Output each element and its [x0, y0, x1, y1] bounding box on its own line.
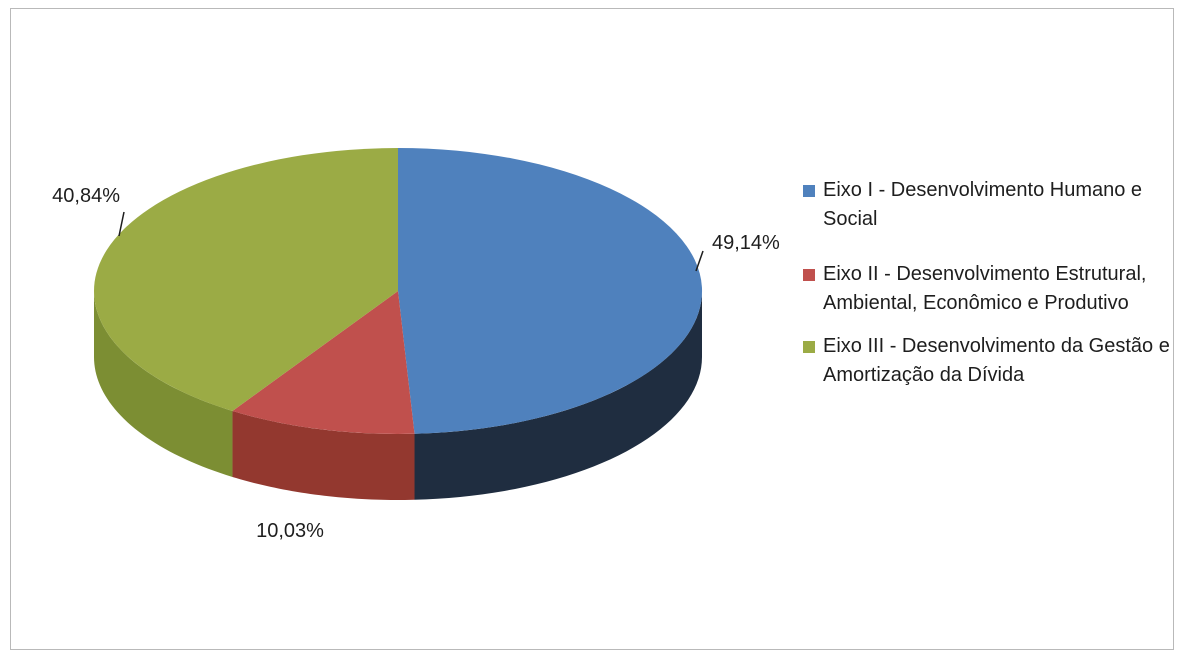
- chart-legend: Eixo I - Desenvolvimento Humano e Social…: [803, 176, 1183, 390]
- leader-line-eixo-iii-desenvolvimento-da-gestao-e-amo: [118, 211, 125, 237]
- data-label-eixo-i-desenvolvimento-humano-e-social: 49,14%: [712, 232, 780, 254]
- leader-line-eixo-i-desenvolvimento-humano-e-social: [695, 250, 704, 272]
- legend-swatch-eixo-iii: [803, 341, 815, 353]
- pie-labels: 49,14% 10,03% 40,84%: [52, 185, 780, 542]
- pie-sides: [94, 291, 702, 500]
- pie-tops: [94, 148, 703, 435]
- pie-slice-eixo-iii-desenvolvimento-da-gestao-e-amo: [94, 148, 398, 411]
- legend-swatch-eixo-i: [803, 185, 815, 197]
- data-label-eixo-ii-desenvolvimento-estrutural-ambie: 10,03%: [256, 520, 324, 542]
- legend-label-eixo-i: Eixo I - Desenvolvimento Humano e Social: [823, 179, 1143, 230]
- legend-item-eixo-i: Eixo I - Desenvolvimento Humano e Social: [803, 176, 1183, 234]
- legend-label-eixo-ii: Eixo II - Desenvolvimento Estrutural, Am…: [823, 263, 1147, 314]
- legend-item-eixo-iii: Eixo III - Desenvolvimento da Gestão e A…: [803, 332, 1183, 390]
- pie-slice-eixo-i-desenvolvimento-humano-e-social: [398, 148, 703, 434]
- legend-item-eixo-ii: Eixo II - Desenvolvimento Estrutural, Am…: [803, 260, 1183, 318]
- data-label-eixo-iii-desenvolvimento-da-gestao-e-amo: 40,84%: [52, 185, 120, 207]
- pie-side-eixo-iii-desenvolvimento-da-gestao-e-amo: [94, 291, 233, 477]
- legend-label-eixo-iii: Eixo III - Desenvolvimento da Gestão e A…: [823, 335, 1170, 386]
- legend-swatch-eixo-ii: [803, 269, 815, 281]
- pie-side-eixo-i-desenvolvimento-humano-e-social: [414, 291, 702, 500]
- pie-slice-eixo-ii-desenvolvimento-estrutural-ambie: [232, 291, 415, 435]
- pie-side-eixo-ii-desenvolvimento-estrutural-ambie: [232, 410, 415, 500]
